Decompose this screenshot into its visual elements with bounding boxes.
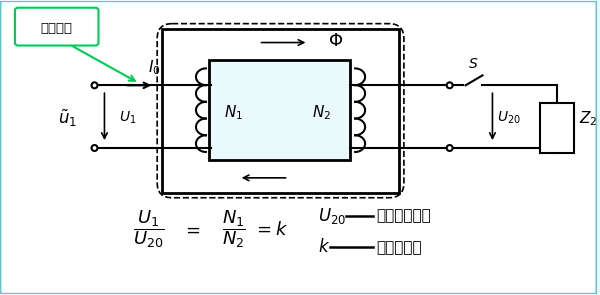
Text: $k$: $k$ (319, 238, 331, 256)
Text: $N_1$: $N_1$ (224, 103, 243, 122)
Text: $\Phi$: $\Phi$ (328, 32, 343, 50)
Circle shape (446, 82, 452, 88)
Circle shape (446, 145, 452, 151)
Text: $U_{20}$: $U_{20}$ (497, 110, 521, 126)
Text: $Z_2$: $Z_2$ (579, 109, 598, 127)
Text: $= k$: $= k$ (253, 221, 288, 239)
Text: $S$: $S$ (469, 58, 479, 71)
FancyBboxPatch shape (15, 8, 98, 45)
Bar (209, 60, 350, 160)
Text: 变压器变比: 变压器变比 (376, 240, 422, 255)
Circle shape (92, 82, 97, 88)
Text: $I_0$: $I_0$ (148, 59, 161, 77)
Text: 二次额定电压: 二次额定电压 (376, 208, 431, 223)
Text: $=$: $=$ (182, 221, 200, 239)
Text: $U_1$: $U_1$ (119, 110, 137, 126)
Circle shape (92, 145, 97, 151)
Text: $\dfrac{N_1}{N_2}$: $\dfrac{N_1}{N_2}$ (222, 209, 246, 250)
Text: $\dfrac{U_1}{U_{20}}$: $\dfrac{U_1}{U_{20}}$ (133, 209, 165, 250)
Text: $N_2$: $N_2$ (312, 103, 331, 122)
Text: $U_{20}$: $U_{20}$ (319, 206, 347, 226)
Bar (162, 29, 399, 193)
Text: $\tilde{u}_1$: $\tilde{u}_1$ (58, 107, 77, 129)
Text: 空载电流: 空载电流 (41, 22, 73, 35)
Bar (540, 103, 574, 153)
